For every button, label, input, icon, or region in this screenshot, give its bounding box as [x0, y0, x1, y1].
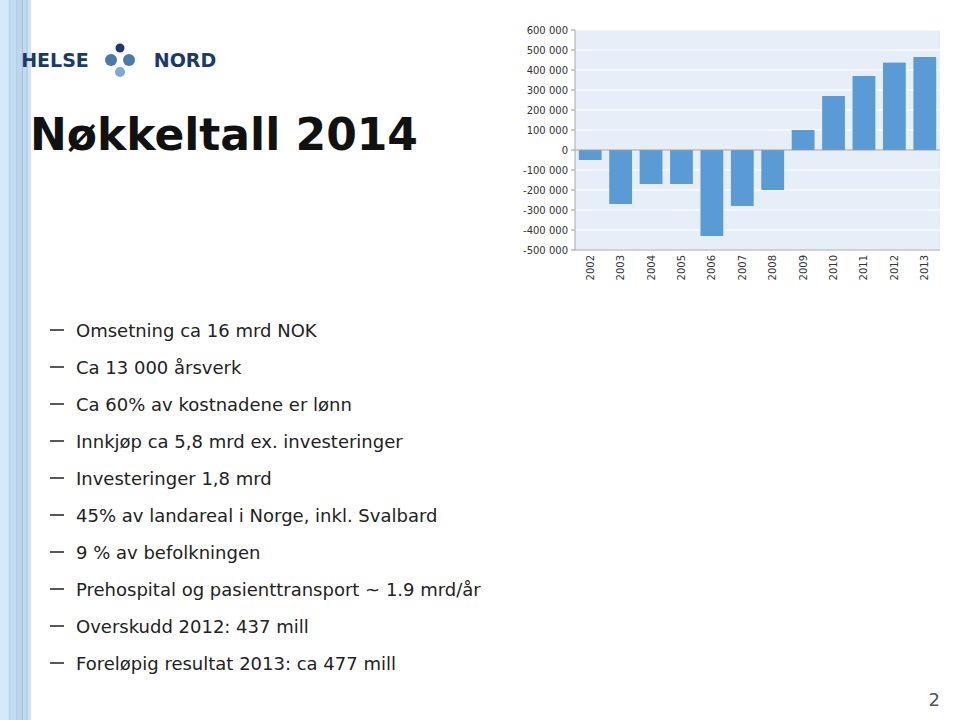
bullet-dash: [50, 366, 64, 368]
bullet-text: Ca 13 000 årsverk: [76, 357, 242, 378]
y-tick-label: 0: [562, 145, 568, 156]
grid: [575, 30, 940, 250]
x-tick-label: 2003: [615, 255, 626, 280]
left-stripe: [0, 0, 31, 720]
y-tick-label: -400 000: [523, 225, 568, 236]
y-tick-label: -200 000: [523, 185, 568, 196]
y-tick: [571, 130, 575, 131]
stripe-band: [27, 0, 32, 720]
x-axis: 2002 2003 2004 2005 2006 2007 2008 2009 2010 2011…: [585, 255, 931, 280]
grid-line: [575, 150, 940, 151]
grid-line: [575, 250, 940, 251]
logo-dot: [115, 67, 125, 77]
x-tick-label: 2002: [585, 255, 596, 280]
x-tick-label: 2009: [798, 255, 809, 280]
bullet-text: Overskudd 2012: 437 mill: [76, 616, 309, 637]
title: Nøkkeltall 2014: [30, 109, 418, 160]
bullet-dash: [50, 551, 64, 553]
bullet-dash: [50, 662, 64, 664]
y-tick-label: 500 000: [527, 45, 568, 56]
bar: [913, 57, 936, 150]
grid-line: [575, 230, 940, 231]
y-tick-label: -500 000: [523, 245, 568, 256]
bullet-dash: [50, 588, 64, 590]
bullet-dash: [50, 440, 64, 442]
x-tick-label: 2012: [889, 255, 900, 280]
bar: [700, 150, 723, 236]
y-tick: [571, 70, 575, 71]
bullet-text: Foreløpig resultat 2013: ca 477 mill: [76, 653, 396, 674]
y-axis: -500 000 -400 000 -300 000 -200 000 -100 000…: [523, 25, 575, 256]
x-tick-label: 2010: [828, 255, 839, 280]
y-tick: [571, 250, 575, 251]
logo-dot: [116, 44, 125, 53]
bars: [579, 57, 936, 236]
y-tick: [571, 210, 575, 211]
bullet-list: Omsetning ca 16 mrd NOK Ca 13 000 årsverk…: [50, 320, 481, 674]
bar-chart: -500 000 -400 000 -300 000 -200 000 -100 000…: [523, 25, 940, 281]
bar: [792, 130, 815, 150]
y-axis-line: [575, 30, 576, 250]
y-tick-label: 200 000: [527, 105, 568, 116]
grid-line: [575, 210, 940, 211]
x-tick-label: 2007: [737, 255, 748, 280]
bullet-text: Omsetning ca 16 mrd NOK: [76, 320, 318, 341]
bullet-text: Prehospital og pasienttransport ~ 1.9 mr…: [76, 579, 481, 600]
x-tick-label: 2006: [706, 255, 717, 280]
grid-line: [575, 30, 940, 31]
bullet-dash: [50, 625, 64, 627]
bullet-dash: [50, 403, 64, 405]
bullet-text: 45% av landareal i Norge, inkl. Svalbard: [76, 505, 437, 526]
plot-background: [575, 30, 940, 250]
bullet-dash: [50, 514, 64, 516]
bullet-text: Ca 60% av kostnadene er lønn: [76, 394, 352, 415]
y-tick: [571, 230, 575, 231]
logo: HELSE NORD: [21, 44, 216, 78]
x-tick-label: 2008: [767, 255, 778, 280]
logo-dot: [123, 54, 135, 66]
y-tick-label: -100 000: [523, 165, 568, 176]
y-tick-label: 600 000: [527, 25, 568, 36]
background: [0, 0, 960, 720]
x-tick-label: 2004: [646, 255, 657, 280]
bar: [640, 150, 663, 184]
bar: [761, 150, 784, 190]
y-tick: [571, 50, 575, 51]
bar: [853, 76, 876, 150]
x-tick-label: 2011: [858, 255, 869, 280]
bullet-text: Investeringer 1,8 mrd: [76, 468, 272, 489]
zero-line: [575, 150, 940, 151]
bar: [883, 63, 906, 150]
y-tick-label: -300 000: [523, 205, 568, 216]
x-axis-line: [575, 250, 940, 251]
logo-text: HELSE: [21, 49, 89, 71]
slide: HELSE NORD Nøkkeltall 2014 Omsetning ca 16 …: [0, 0, 960, 720]
bar: [579, 150, 602, 160]
y-tick: [571, 170, 575, 171]
grid-line: [575, 50, 940, 51]
y-tick: [571, 190, 575, 191]
bar: [822, 96, 845, 150]
y-tick-label: 100 000: [527, 125, 568, 136]
y-tick: [571, 90, 575, 91]
page-number: 2: [929, 689, 940, 710]
y-tick: [571, 30, 575, 31]
bullet-text: Innkjøp ca 5,8 mrd ex. investeringer: [76, 431, 403, 452]
y-tick-label: 400 000: [527, 65, 568, 76]
bar: [609, 150, 632, 204]
x-tick-label: 2005: [676, 255, 687, 280]
logo-dot: [105, 54, 117, 66]
y-tick-label: 300 000: [527, 85, 568, 96]
bullet-dash: [50, 329, 64, 331]
y-tick: [571, 110, 575, 111]
bullet-dash: [50, 477, 64, 479]
bullet-text: 9 % av befolkningen: [76, 542, 260, 563]
x-tick-label: 2013: [919, 255, 930, 280]
bar: [731, 150, 754, 206]
logo-text: NORD: [154, 49, 216, 71]
bar: [670, 150, 693, 184]
y-tick: [571, 150, 575, 151]
stripe-band: [9, 0, 18, 720]
